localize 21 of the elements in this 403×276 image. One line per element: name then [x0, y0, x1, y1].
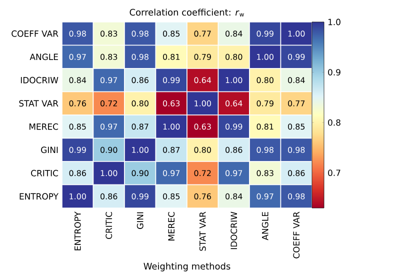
x-tick-label: CRITIC — [106, 212, 112, 239]
color-bar-label: 0.8 — [328, 119, 340, 126]
x-tick-label: COEFF VAR — [293, 212, 300, 258]
x-tick-label: ANGLE — [262, 212, 268, 240]
x-tick-label: IDOCRIW — [230, 212, 238, 250]
color-bar-label: 1.0 — [328, 18, 340, 26]
y-tick-label: IDOCRIW — [20, 76, 58, 84]
x-tick-label: STAT VAR — [199, 212, 206, 251]
y-tick-label: CRITIC — [31, 170, 58, 176]
y-tick-label: ENTROPY — [20, 193, 59, 200]
y-tick-label: ANGLE — [30, 54, 58, 60]
y-tick-label: MEREC — [30, 123, 58, 130]
x-tick-label: MEREC — [168, 212, 175, 240]
chart-title: Correlation coefficient: r$_{w}$ — [130, 8, 244, 17]
y-tick-label: STAT VAR — [19, 100, 58, 107]
color-bar-label: 0.7 — [328, 170, 340, 176]
x-tick-label: GINI — [136, 212, 144, 229]
y-tick-label: COEFF VAR — [12, 30, 58, 37]
y-tick-label: GINI — [41, 146, 58, 154]
x-axis-title: Weighting methods — [144, 262, 230, 272]
color-bar-label: 0.9 — [328, 69, 340, 76]
